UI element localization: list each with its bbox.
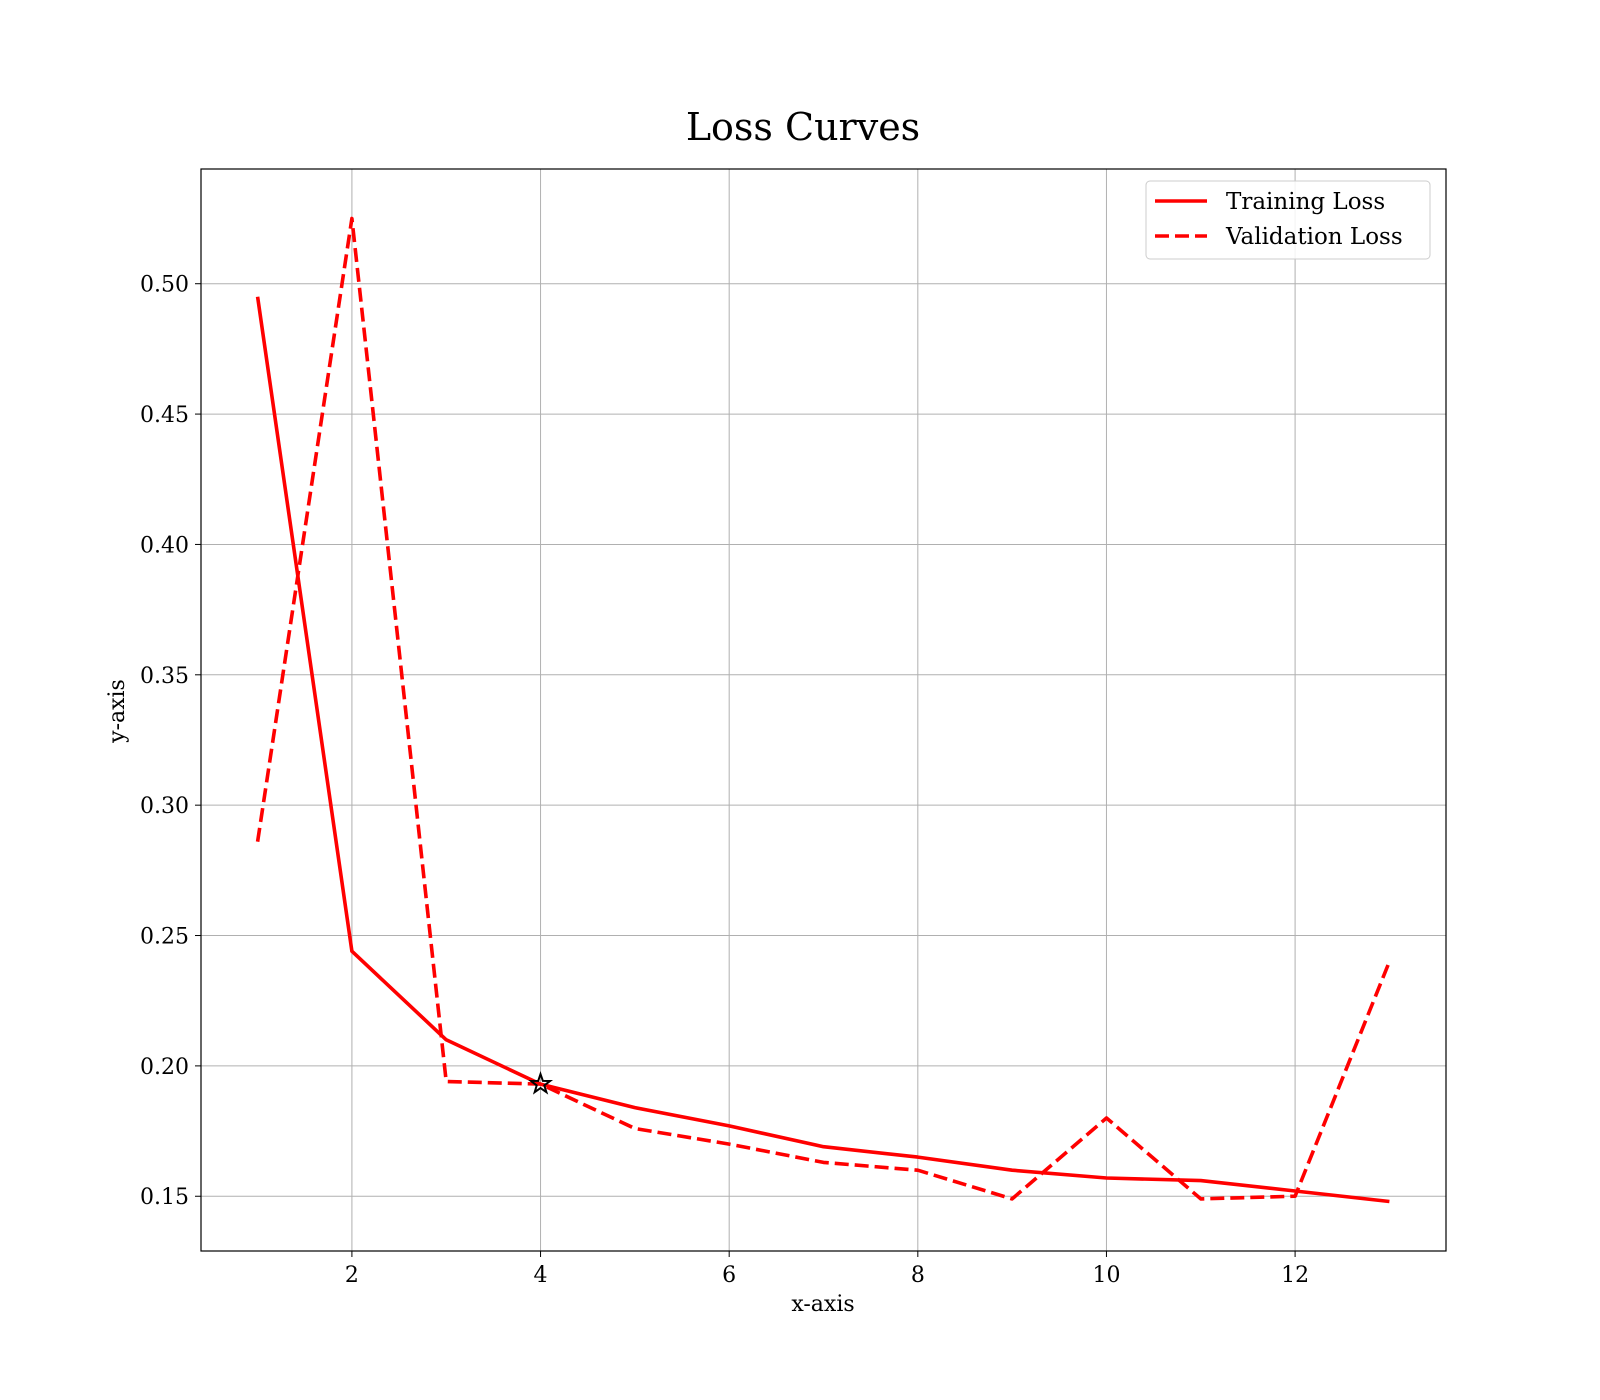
y-tick-label: 0.30 xyxy=(140,794,189,819)
x-tick-label: 12 xyxy=(1281,1263,1309,1288)
y-tick-label: 0.35 xyxy=(140,664,189,689)
x-axis-label: x-axis xyxy=(791,1292,854,1317)
training-loss-line xyxy=(255,296,1390,1204)
x-tick-label: 10 xyxy=(1092,1263,1120,1288)
series-lines xyxy=(255,216,1392,1204)
chart-title: Loss Curves xyxy=(686,105,920,149)
legend-label: Validation Loss xyxy=(1225,224,1403,250)
plot-frame xyxy=(200,168,1447,1252)
star-marker xyxy=(528,1071,554,1095)
validation-loss-line xyxy=(255,216,1392,1201)
y-tick-label: 0.15 xyxy=(140,1185,189,1210)
x-tick-label: 6 xyxy=(722,1263,736,1288)
axis-ticks: 2 4 6 8 10 12 0.15 0.20 0.25 0.30 0.35 0.40 0.45 0.50 xyxy=(140,273,1309,1288)
legend: Training Loss Validation Loss xyxy=(1145,180,1431,260)
legend-label: Training Loss xyxy=(1226,189,1385,215)
y-tick-label: 0.45 xyxy=(140,403,189,428)
marker xyxy=(528,1071,554,1095)
x-tick-label: 2 xyxy=(345,1263,359,1288)
grid xyxy=(201,169,1446,1251)
y-axis-label: y-axis xyxy=(105,679,130,744)
legend-box xyxy=(1145,180,1431,260)
y-tick-label: 0.25 xyxy=(140,925,189,950)
x-tick-label: 4 xyxy=(534,1263,548,1288)
y-tick-label: 0.50 xyxy=(140,273,189,298)
y-tick-label: 0.20 xyxy=(140,1055,189,1080)
x-tick-label: 8 xyxy=(911,1263,925,1288)
y-tick-label: 0.40 xyxy=(140,533,189,558)
